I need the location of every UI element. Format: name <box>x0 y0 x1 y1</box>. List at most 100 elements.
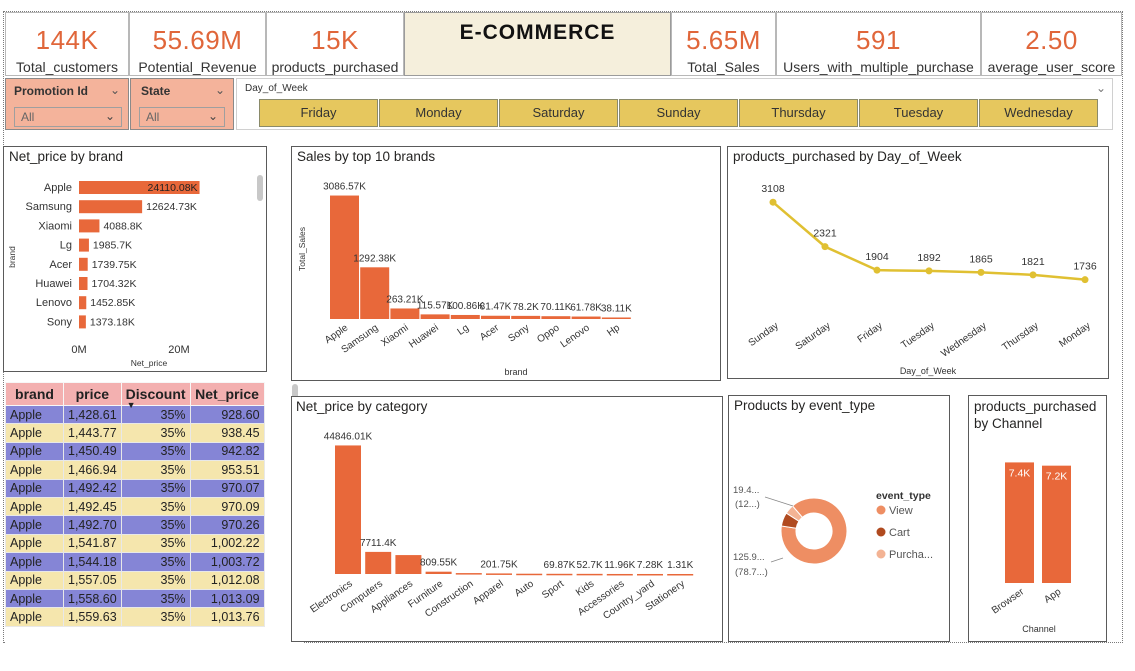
kpi-products-purchased[interactable]: 15K products_purchased <box>266 12 404 76</box>
chart-title: Sales by top 10 brands <box>297 149 436 164</box>
kpi-label: Users_with_multiple_purchase <box>783 59 974 75</box>
day-button-saturday[interactable]: Saturday <box>499 99 618 127</box>
day-button-monday[interactable]: Monday <box>379 99 498 127</box>
column-header-net-price[interactable]: Net_price <box>189 382 265 406</box>
chevron-down-icon[interactable]: ⌄ <box>110 83 121 97</box>
table-row[interactable]: Apple 1,450.49 35% 942.82 <box>5 441 265 462</box>
scrollbar[interactable] <box>257 175 263 201</box>
table-row[interactable]: Apple 1,544.18 35% 1,003.72 <box>5 552 265 572</box>
table-cell-price: 1,558.60 <box>63 588 122 609</box>
data-point <box>977 268 985 276</box>
data-label: 1985.7K <box>93 240 132 252</box>
table-row[interactable]: Apple 1,541.87 35% 1,002.22 <box>5 533 265 554</box>
y-tick-label: Huawei <box>35 278 72 290</box>
bar <box>425 571 452 574</box>
data-label: 1865 <box>969 253 993 265</box>
x-tick-label: Friday <box>856 320 885 345</box>
net-price-by-brand-panel: Net_price by brand Apple 24110.08K Samsung… <box>3 146 267 372</box>
x-tick-label: Sony <box>506 322 531 344</box>
chevron-down-icon: ⌄ <box>207 109 218 123</box>
kpi-potential-revenue[interactable]: 55.69M Potential_Revenue <box>129 12 266 76</box>
bar <box>79 219 100 233</box>
state-slicer[interactable]: State ⌄ All ⌄ <box>130 78 234 130</box>
bar <box>606 573 633 576</box>
day-button-friday[interactable]: Friday <box>259 99 378 127</box>
day-button-sunday[interactable]: Sunday <box>619 99 738 127</box>
chevron-down-icon[interactable]: ⌄ <box>1095 81 1106 95</box>
data-label: 11.96K <box>604 560 635 571</box>
kpi-users-multiple-purchase[interactable]: 591 Users_with_multiple_purchase <box>776 12 981 76</box>
kpi-value: 144K <box>35 25 99 55</box>
x-tick-label: Sport <box>540 578 566 601</box>
table-row[interactable]: Apple 1,492.70 35% 970.26 <box>5 515 265 535</box>
table-cell-brand: Apple <box>5 496 64 517</box>
table-row[interactable]: Apple 1,559.63 35% 1,013.76 <box>5 607 265 627</box>
column-header-brand[interactable]: brand <box>5 382 64 406</box>
table-row[interactable]: Apple 1,557.05 35% 1,012.08 <box>5 570 265 590</box>
bar <box>576 573 603 576</box>
table-cell-net-price: 1,012.08 <box>189 570 265 590</box>
table-cell-net-price: 1,002.22 <box>189 533 265 554</box>
net-price-table[interactable]: brand price Discount ▼ Net_price Apple 1,… <box>5 382 303 644</box>
y-tick-label: Lg <box>60 240 72 252</box>
table-cell-discount: 35% <box>120 441 191 462</box>
slice-label: (78.7...) <box>735 567 768 578</box>
data-label: 1452.85K <box>90 297 135 309</box>
sales-by-top-brands-chart: 3086.57KApple1292.38KSamsung263.21KXiaom… <box>297 182 632 377</box>
data-label: 201.75K <box>480 559 518 570</box>
day-button-thursday[interactable]: Thursday <box>739 99 858 127</box>
x-tick-label: Apparel <box>471 578 506 607</box>
data-label: 38.11K <box>601 303 632 314</box>
chart-title: products_purchased by Channel <box>974 399 1097 431</box>
table-cell-discount: 35% <box>120 570 191 590</box>
column-header-discount[interactable]: Discount ▼ <box>120 382 191 410</box>
table-row[interactable]: Apple 1,492.45 35% 970.09 <box>5 496 265 517</box>
state-dropdown[interactable]: All ⌄ <box>139 107 225 127</box>
table-cell-price: 1,492.42 <box>63 478 122 498</box>
legend-label: View <box>889 505 913 517</box>
table-row[interactable]: Apple 1,443.77 35% 938.45 <box>5 423 265 443</box>
kpi-total-sales[interactable]: 5.65M Total_Sales <box>671 12 776 76</box>
y-tick-label: Sony <box>47 316 73 328</box>
legend-marker <box>876 549 886 559</box>
promotion-slicer[interactable]: Promotion Id ⌄ All ⌄ <box>5 78 129 130</box>
kpi-value: 2.50 <box>1025 25 1078 55</box>
x-tick-label: Thursday <box>1000 320 1040 353</box>
day-of-week-slicer: Day_of_Week ⌄ Friday Monday Saturday Sun… <box>236 78 1113 130</box>
promotion-slicer-label: Promotion Id <box>14 84 88 98</box>
x-tick-label: Browser <box>990 586 1027 616</box>
kpi-label: average_user_score <box>987 59 1116 75</box>
bar <box>601 317 631 319</box>
legend-marker <box>876 505 886 515</box>
kpi-value: 5.65M <box>686 25 761 55</box>
bar <box>360 267 390 319</box>
bar <box>79 200 143 214</box>
promotion-dropdown[interactable]: All ⌄ <box>14 107 122 127</box>
chart-title: Net_price by category <box>296 399 428 414</box>
bar <box>79 257 88 271</box>
column-header-price[interactable]: price <box>63 382 122 406</box>
table-cell-brand: Apple <box>5 552 64 572</box>
table-row[interactable]: Apple 1,558.60 35% 1,013.09 <box>5 588 265 609</box>
bar <box>79 315 86 329</box>
donut-slice <box>780 497 848 565</box>
x-tick-label: Sunday <box>747 320 781 348</box>
kpi-average-user-score[interactable]: 2.50 average_user_score <box>981 12 1122 76</box>
column-header-discount-label: Discount <box>125 386 186 402</box>
sort-desc-icon: ▼ <box>126 400 136 410</box>
table-cell-net-price: 1,003.72 <box>189 552 265 572</box>
chevron-down-icon[interactable]: ⌄ <box>215 83 226 97</box>
data-label: 4088.8K <box>103 220 142 232</box>
table-row[interactable]: Apple 1,492.42 35% 970.07 <box>5 478 265 498</box>
day-button-tuesday[interactable]: Tuesday <box>859 99 978 127</box>
day-button-wednesday[interactable]: Wednesday <box>979 99 1098 127</box>
kpi-total-customers[interactable]: 144K Total_customers <box>5 12 129 76</box>
bar <box>330 195 359 319</box>
y-tick-label: Acer <box>49 259 72 271</box>
kpi-label: products_purchased <box>271 59 399 75</box>
data-label: 69.87K <box>544 560 576 571</box>
table-row[interactable]: Apple 1,466.94 35% 953.51 <box>5 460 265 480</box>
x-tick-label: Acer <box>478 322 502 343</box>
bar <box>481 315 510 319</box>
kpi-label: Total_customers <box>16 59 118 75</box>
